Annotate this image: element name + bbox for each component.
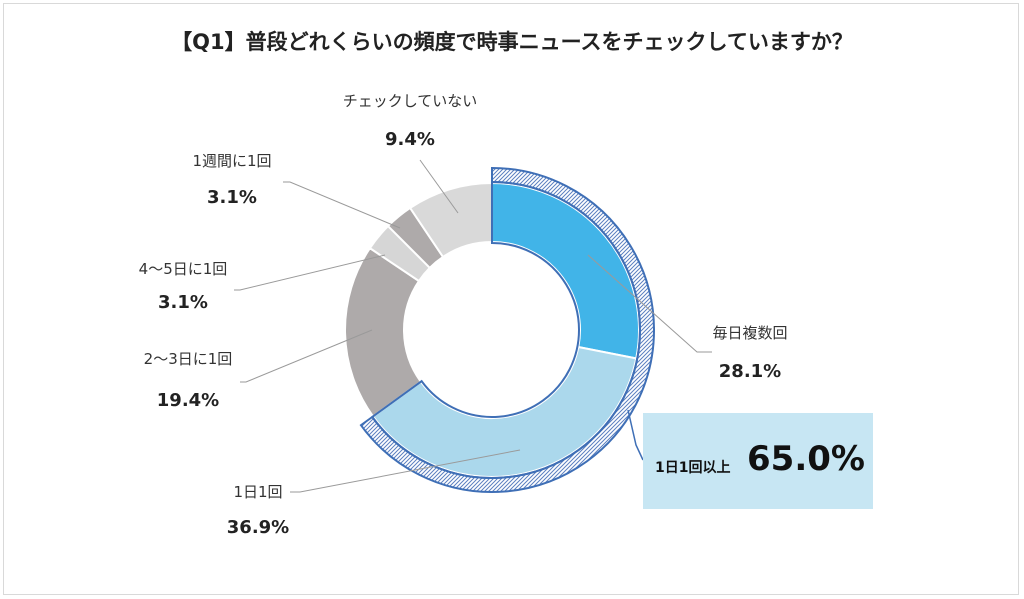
leader-line-2 [240, 329, 373, 383]
highlight-outline [370, 180, 641, 479]
leader-line-1 [290, 449, 521, 493]
slice-value-3: 3.1% [158, 292, 208, 313]
slice-value-2: 19.4% [157, 390, 219, 411]
slice-label-0: 毎日複数回 [712, 324, 787, 342]
leader-line-0 [587, 254, 712, 353]
highlight-callout: 1日1回以上 65.0% [643, 413, 873, 509]
slice-value-5: 9.4% [385, 129, 435, 150]
leader-line-3 [234, 254, 386, 291]
highlight-connector [627, 409, 644, 461]
slice-value-1: 36.9% [227, 517, 289, 538]
slice-value-0: 28.1% [719, 361, 781, 382]
slice-0 [491, 181, 640, 360]
slice-label-4: 1週間に1回 [192, 152, 271, 170]
leader-line-5 [419, 159, 459, 214]
slice-label-3: 4～5日に1回 [139, 260, 228, 278]
highlight-label: 1日1回以上 [655, 460, 731, 476]
slice-label-1: 1日1回 [233, 483, 282, 501]
chart-title: 【Q1】普段どれくらいの頻度で時事ニュースをチェックしていますか？ [171, 30, 853, 54]
highlight-value: 65.0% [747, 439, 865, 479]
slice-value-4: 3.1% [207, 187, 257, 208]
slice-label-2: 2～3日に1回 [144, 350, 233, 368]
leader-line-4 [283, 181, 401, 229]
slice-label-5: チェックしていない [343, 92, 478, 110]
